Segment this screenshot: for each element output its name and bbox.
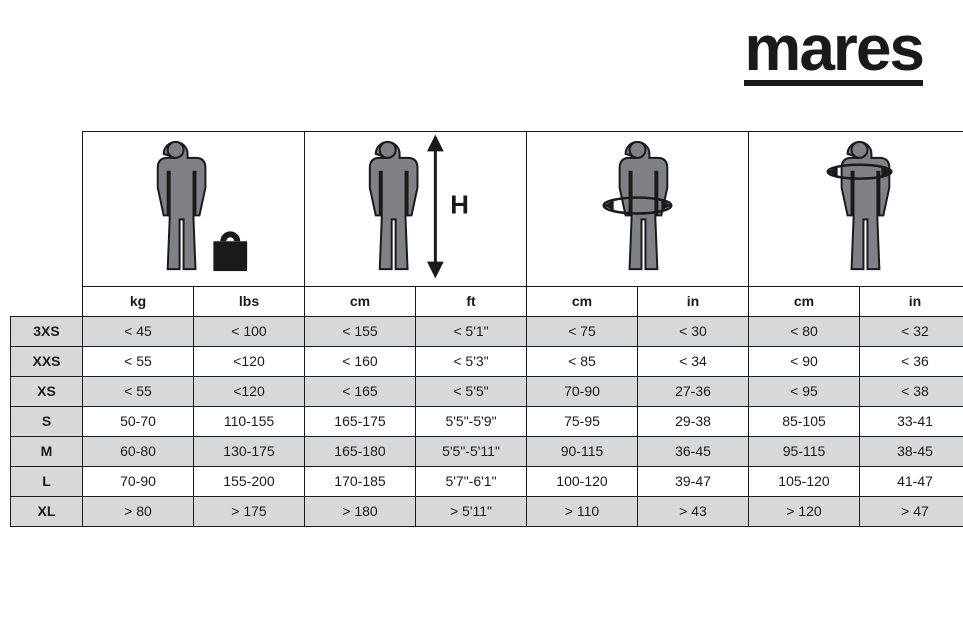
waist-cm: < 75 (527, 316, 638, 346)
height-ft: 5'5"-5'11" (416, 436, 527, 466)
units-row: kg lbs cm ft cm in cm in (11, 286, 963, 316)
size-row: XL> 80> 175> 180> 5'11"> 110> 43> 120> 4… (11, 496, 963, 526)
height-ft: < 5'3" (416, 346, 527, 376)
height-ft: 5'5"-5'9" (416, 406, 527, 436)
chest-figure-icon (749, 132, 963, 281)
size-label: XS (11, 376, 83, 406)
weight-icon-cell (83, 131, 305, 286)
height-icon-cell: H (305, 131, 527, 286)
weight-lbs: 155-200 (194, 466, 305, 496)
waist-in: 29-38 (638, 406, 749, 436)
chest-cm: 105-120 (749, 466, 860, 496)
unit-kg: kg (83, 286, 194, 316)
chest-in: 41-47 (860, 466, 963, 496)
unit-chest-cm: cm (749, 286, 860, 316)
size-label: XXS (11, 346, 83, 376)
logo-container: mares (10, 20, 953, 86)
weight-kg: 60-80 (83, 436, 194, 466)
brand-underline (744, 80, 923, 86)
chest-in: 38-45 (860, 436, 963, 466)
chest-cm: < 80 (749, 316, 860, 346)
chest-cm: 95-115 (749, 436, 860, 466)
weight-kg: < 45 (83, 316, 194, 346)
unit-lbs: lbs (194, 286, 305, 316)
height-cm: 165-180 (305, 436, 416, 466)
waist-in: 27-36 (638, 376, 749, 406)
weight-lbs: < 100 (194, 316, 305, 346)
brand-name: mares (744, 20, 923, 78)
waist-cm: < 85 (527, 346, 638, 376)
size-label: M (11, 436, 83, 466)
height-cm: < 155 (305, 316, 416, 346)
chest-icon-cell (749, 131, 963, 286)
waist-figure-icon (527, 132, 748, 281)
unit-waist-in: in (638, 286, 749, 316)
unit-ft: ft (416, 286, 527, 316)
size-row: S50-70110-155165-1755'5"-5'9"75-9529-388… (11, 406, 963, 436)
weight-lbs: 110-155 (194, 406, 305, 436)
size-label: S (11, 406, 83, 436)
waist-in: > 43 (638, 496, 749, 526)
weight-lbs: 130-175 (194, 436, 305, 466)
chest-cm: 85-105 (749, 406, 860, 436)
weight-figure-icon (83, 132, 304, 281)
height-cm: > 180 (305, 496, 416, 526)
size-chart-table: H (10, 131, 963, 527)
height-cm: < 160 (305, 346, 416, 376)
waist-cm: 70-90 (527, 376, 638, 406)
weight-kg: 70-90 (83, 466, 194, 496)
chest-in: > 47 (860, 496, 963, 526)
chest-cm: < 95 (749, 376, 860, 406)
waist-cm: 100-120 (527, 466, 638, 496)
weight-lbs: <120 (194, 346, 305, 376)
unit-chest-in: in (860, 286, 963, 316)
weight-kg: 50-70 (83, 406, 194, 436)
chest-in: < 36 (860, 346, 963, 376)
height-label: H (450, 191, 469, 219)
chest-cm: > 120 (749, 496, 860, 526)
weight-kg: > 80 (83, 496, 194, 526)
waist-in: < 30 (638, 316, 749, 346)
waist-in: 36-45 (638, 436, 749, 466)
brand-logo: mares (744, 20, 923, 86)
waist-in: 39-47 (638, 466, 749, 496)
icon-header-row: H (11, 131, 963, 286)
size-label: 3XS (11, 316, 83, 346)
weight-lbs: > 175 (194, 496, 305, 526)
blank-corner (11, 131, 83, 286)
unit-height-cm: cm (305, 286, 416, 316)
unit-waist-cm: cm (527, 286, 638, 316)
chest-cm: < 90 (749, 346, 860, 376)
waist-icon-cell (527, 131, 749, 286)
size-row: 3XS< 45< 100< 155< 5'1"< 75< 30< 80< 32 (11, 316, 963, 346)
height-figure-icon: H (305, 132, 526, 281)
height-ft: < 5'1" (416, 316, 527, 346)
height-cm: 165-175 (305, 406, 416, 436)
height-ft: 5'7"-6'1" (416, 466, 527, 496)
waist-cm: > 110 (527, 496, 638, 526)
weight-kg: < 55 (83, 346, 194, 376)
waist-in: < 34 (638, 346, 749, 376)
height-ft: < 5'5" (416, 376, 527, 406)
waist-cm: 90-115 (527, 436, 638, 466)
blank-unit-corner (11, 286, 83, 316)
size-row: M60-80130-175165-1805'5"-5'11"90-11536-4… (11, 436, 963, 466)
size-row: L70-90155-200170-1855'7"-6'1"100-12039-4… (11, 466, 963, 496)
chest-in: < 32 (860, 316, 963, 346)
chest-in: < 38 (860, 376, 963, 406)
chest-in: 33-41 (860, 406, 963, 436)
height-cm: < 165 (305, 376, 416, 406)
size-chart-page: mares (0, 0, 963, 537)
size-row: XXS< 55<120< 160< 5'3"< 85< 34< 90< 36 (11, 346, 963, 376)
height-cm: 170-185 (305, 466, 416, 496)
waist-cm: 75-95 (527, 406, 638, 436)
size-row: XS< 55<120< 165< 5'5"70-9027-36< 95< 38 (11, 376, 963, 406)
weight-kg: < 55 (83, 376, 194, 406)
size-label: L (11, 466, 83, 496)
height-ft: > 5'11" (416, 496, 527, 526)
weight-lbs: <120 (194, 376, 305, 406)
size-label: XL (11, 496, 83, 526)
